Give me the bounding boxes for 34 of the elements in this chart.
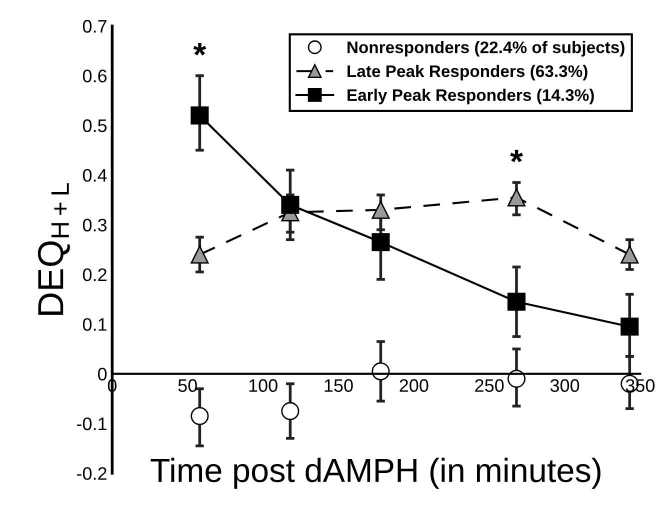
legend-label: Nonresponders (22.4% of subjects) <box>348 41 624 57</box>
y-tick-label: 0.2 <box>82 268 106 282</box>
x-tick-label: 200 <box>400 379 428 392</box>
point <box>620 246 639 264</box>
point <box>507 188 526 206</box>
x-tick-label: 300 <box>550 379 580 392</box>
y-tick-label: -0.2 <box>77 467 106 480</box>
x-tick-label: 100 <box>249 379 278 392</box>
x-axis-title: Time post dAMPH (in minutes) <box>150 458 600 489</box>
point <box>372 200 390 219</box>
legend-label: Late Peak Responders (63.3%) <box>348 64 588 80</box>
point <box>190 246 209 264</box>
x-tick-label: 150 <box>324 379 353 392</box>
y-tick-label: 0 <box>98 368 107 381</box>
y-tick-label: 0.3 <box>82 218 107 232</box>
y-tick-label: 0.6 <box>82 70 107 82</box>
point <box>190 106 209 124</box>
y-tick-label: -0.1 <box>77 417 106 430</box>
y-tick-label: 0.5 <box>82 119 107 132</box>
y-axis-title: DEQ$_{H+L}$ <box>38 183 70 315</box>
point <box>507 292 526 311</box>
point <box>372 233 390 252</box>
point <box>620 318 639 336</box>
x-tick-label: 250 <box>475 379 504 392</box>
x-tick-label: 50 <box>178 379 197 392</box>
point <box>190 407 209 426</box>
y-tick-label: 0.1 <box>82 318 106 331</box>
point <box>281 402 300 420</box>
annotation: * <box>193 43 206 56</box>
point <box>281 196 300 214</box>
y-tick-label: 0.7 <box>82 20 106 33</box>
annotation: * <box>510 150 523 162</box>
y-tick-label: 0.4 <box>82 169 107 182</box>
legend-label: Early Peak Responders (14.3%) <box>348 88 594 104</box>
